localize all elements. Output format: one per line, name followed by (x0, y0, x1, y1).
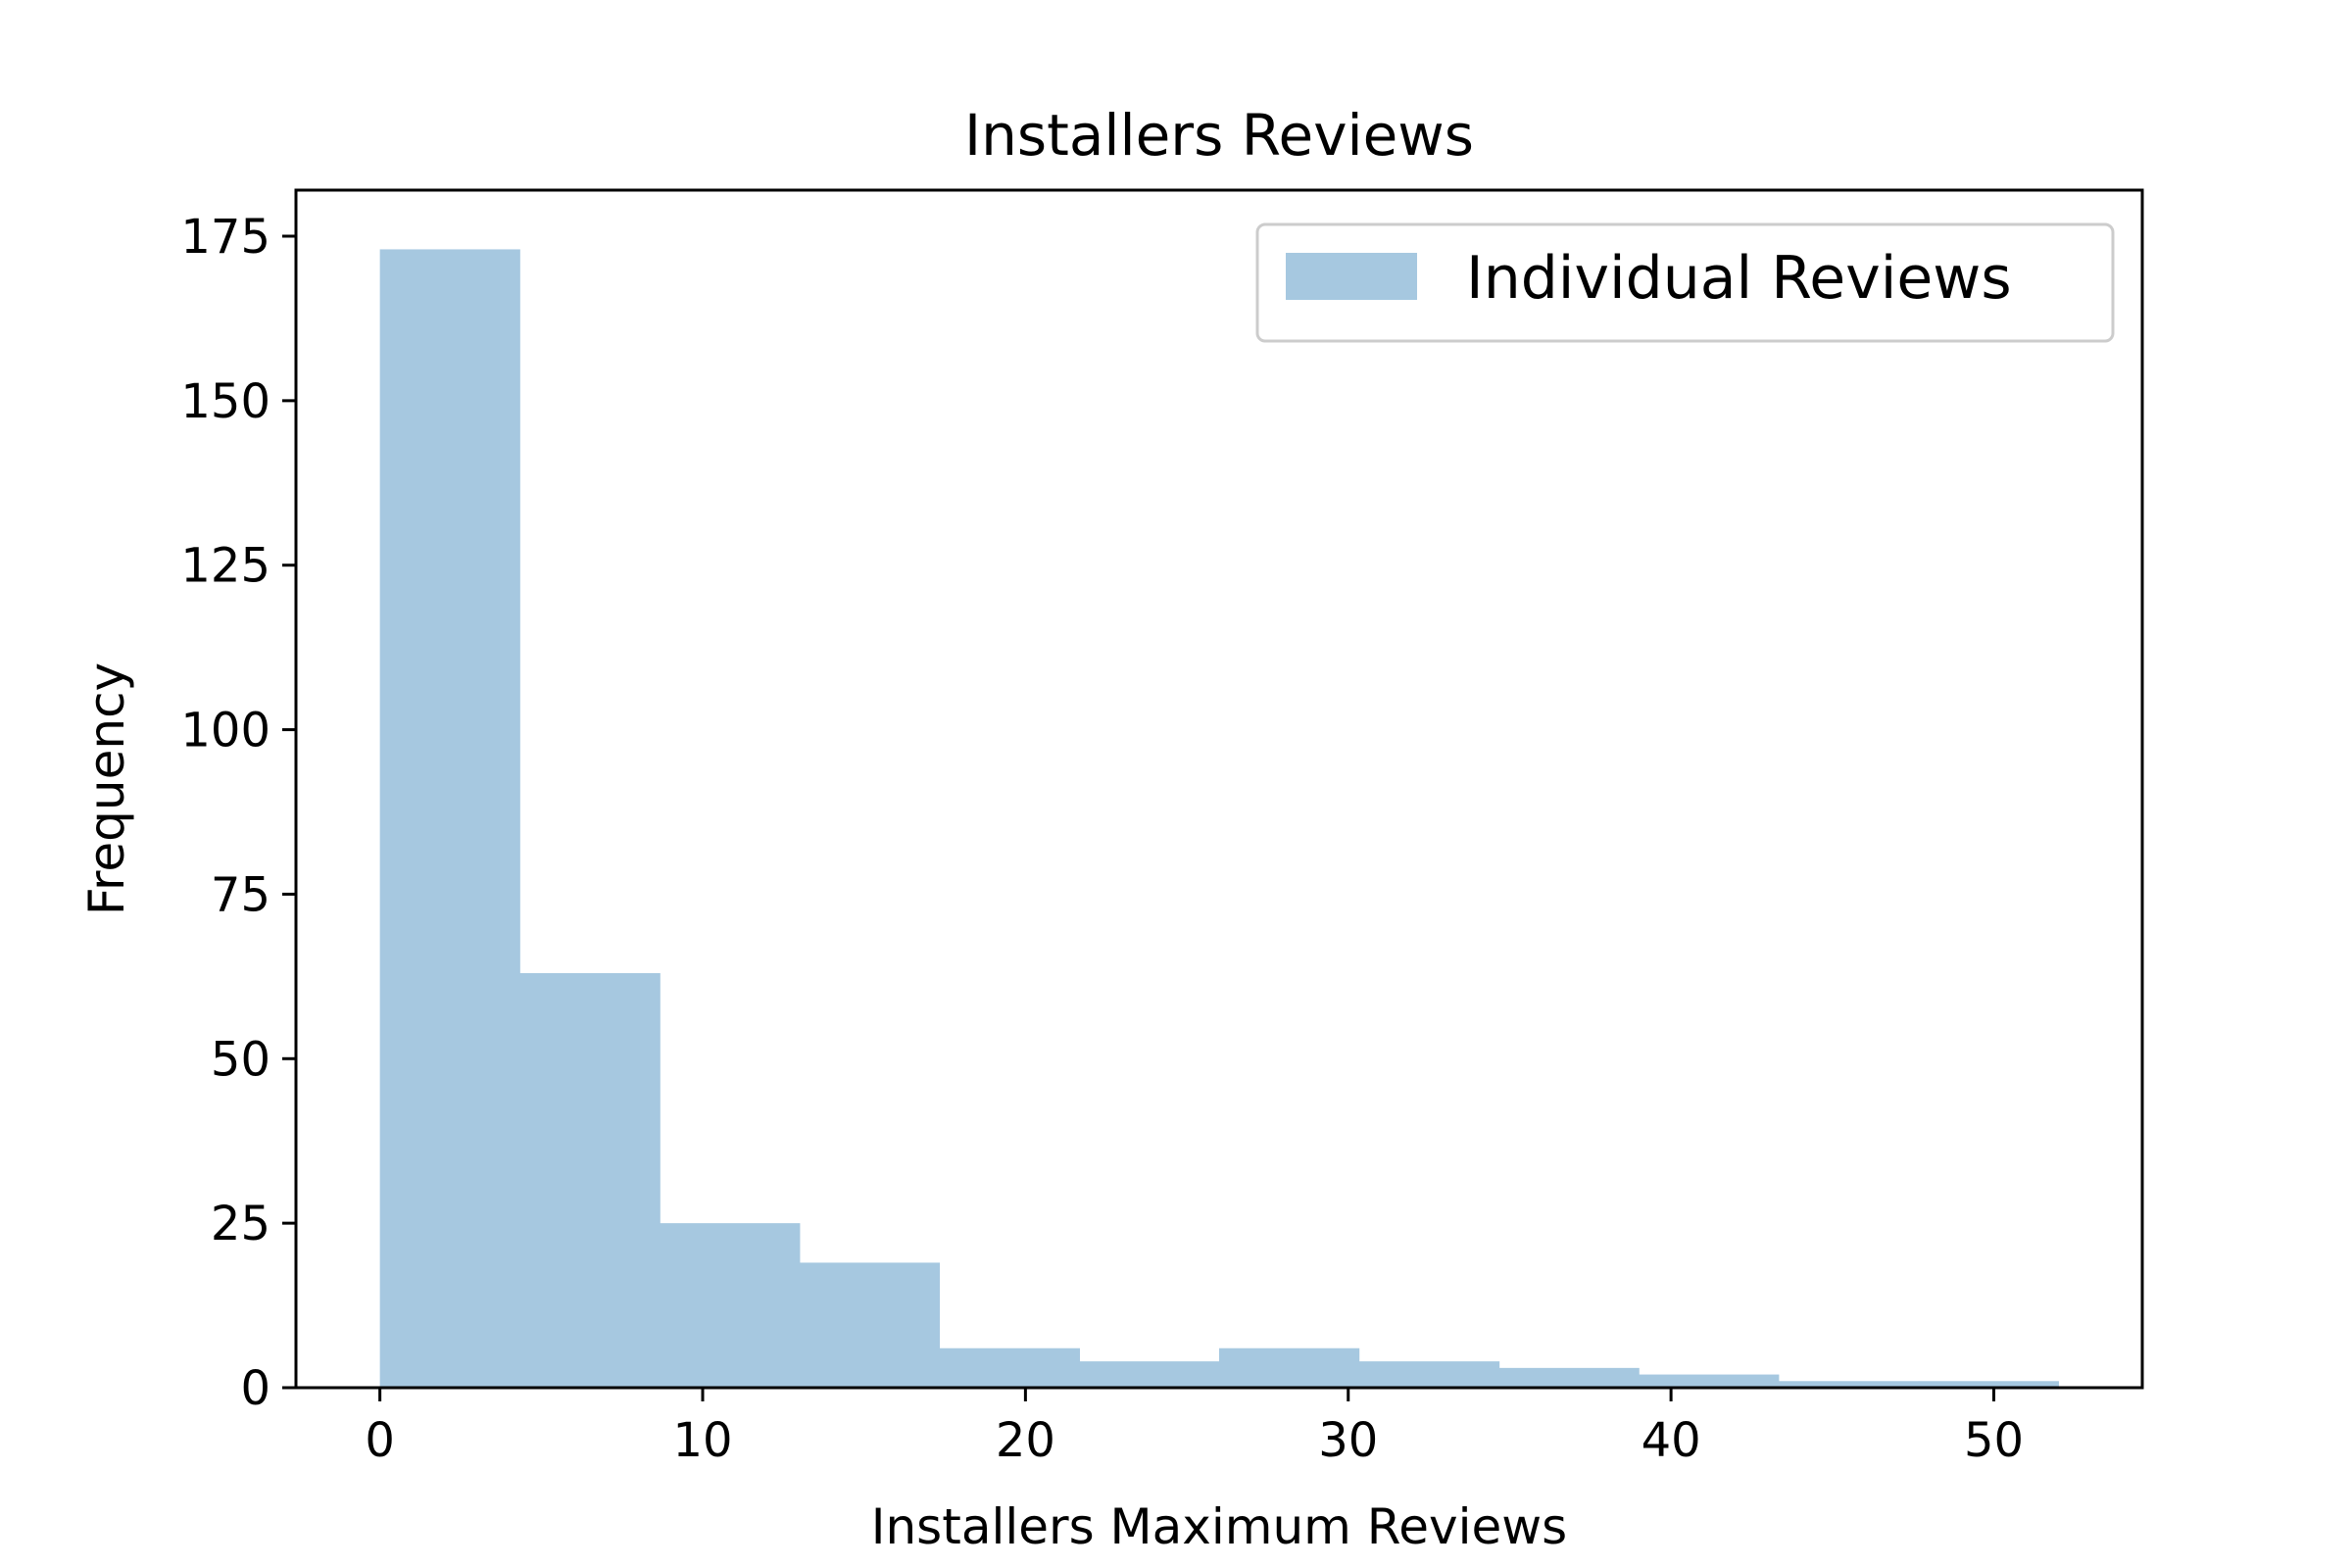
y-tick-label: 75 (211, 867, 270, 922)
y-tick-label: 25 (211, 1197, 270, 1251)
x-tick-label: 10 (672, 1413, 732, 1468)
x-tick-label: 50 (1964, 1413, 2024, 1468)
legend-label: Individual Reviews (1466, 244, 2012, 313)
histogram-bar (660, 1223, 801, 1388)
histogram-bar (799, 1262, 941, 1388)
plot-frame (294, 188, 2144, 1390)
y-tick-label: 125 (180, 539, 270, 594)
y-tick-label: 175 (180, 210, 270, 265)
histogram-bar (1498, 1367, 1640, 1388)
legend-box (1255, 222, 2115, 343)
chart-title: Installers Reviews (964, 102, 1474, 169)
histogram-bar (1079, 1361, 1220, 1388)
histogram-bar (1778, 1381, 1920, 1388)
y-tick-label: 100 (180, 704, 270, 759)
legend-swatch (1286, 253, 1417, 300)
y-tick-label: 0 (240, 1361, 270, 1416)
y-axis-label: Frequency (78, 662, 135, 915)
y-tick-label: 150 (180, 374, 270, 429)
histogram-bar (379, 249, 520, 1388)
histogram-bar (1918, 1381, 2059, 1388)
y-axis-ticks: 0 25 50 75 100 125 150 175 (180, 210, 296, 1416)
x-tick-label: 40 (1642, 1413, 1701, 1468)
bars-group (379, 249, 2059, 1388)
legend: Individual Reviews (1255, 222, 2115, 343)
x-tick-label: 20 (996, 1413, 1055, 1468)
histogram-bar (519, 973, 661, 1388)
histogram-bar (1219, 1348, 1360, 1388)
x-axis-ticks: 0 10 20 30 40 50 (365, 1388, 2024, 1468)
y-tick-label: 50 (211, 1032, 270, 1087)
x-tick-label: 0 (365, 1413, 395, 1468)
histogram-bar (1639, 1374, 1780, 1388)
histogram-bar (939, 1348, 1080, 1388)
x-axis-label: Installers Maximum Reviews (871, 1498, 1567, 1555)
histogram-bar (1358, 1361, 1500, 1388)
x-tick-label: 30 (1318, 1413, 1378, 1468)
